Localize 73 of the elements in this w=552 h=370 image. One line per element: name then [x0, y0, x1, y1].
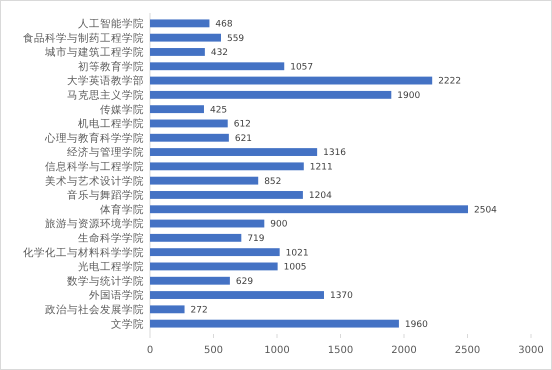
data-label: 2222 [438, 76, 462, 87]
bar [150, 34, 221, 42]
x-tick-label: 2000 [391, 345, 417, 356]
y-tick-label: 旅游与资源环境学院 [45, 217, 144, 230]
y-tick-label: 传媒学院 [100, 102, 144, 116]
y-tick-label: 马克思主义学院 [67, 88, 144, 102]
y-tick-label: 外国语学院 [89, 288, 144, 302]
y-tick-label: 美术与艺术设计学院 [45, 174, 144, 188]
data-label: 2504 [474, 205, 498, 216]
data-label: 1021 [286, 248, 309, 258]
bar [150, 76, 432, 84]
y-tick-label: 信息科学与工程学院 [45, 160, 144, 174]
bar [150, 162, 304, 170]
x-tick-label: 3000 [518, 345, 544, 356]
bar [150, 205, 468, 214]
y-tick-label: 音乐与舞蹈学院 [67, 188, 144, 202]
bar [150, 234, 242, 242]
x-tick-label: 2500 [454, 345, 480, 356]
data-label: 432 [210, 48, 228, 58]
data-label: 1005 [284, 262, 307, 273]
data-label: 900 [270, 220, 288, 230]
y-tick-label: 初等教育学院 [78, 60, 144, 73]
bar [150, 90, 392, 99]
bar [150, 105, 204, 114]
x-tick-label: 1000 [264, 345, 290, 356]
y-tick-label: 食品科学与制药工程学院 [23, 31, 144, 44]
data-label: 1316 [323, 148, 346, 158]
data-label: 272 [190, 305, 208, 316]
y-tick-label: 大学英语教学部 [67, 74, 144, 88]
bar [150, 291, 324, 299]
data-label: 1204 [308, 191, 332, 202]
y-tick-label: 光电工程学院 [78, 260, 144, 274]
bar [150, 305, 185, 314]
y-tick-label: 机电工程学院 [78, 117, 144, 130]
data-label: 1211 [310, 162, 333, 172]
y-tick-label: 心理与教育科学学院 [44, 131, 144, 144]
data-label: 1960 [404, 320, 428, 330]
data-label: 629 [236, 276, 254, 287]
x-tick-label: 0 [146, 345, 154, 356]
bar [150, 148, 318, 156]
data-label: 621 [234, 134, 252, 144]
bar [150, 134, 229, 142]
y-tick-label: 城市与建筑工程学院 [44, 46, 144, 59]
bar [150, 320, 399, 328]
data-label: 468 [215, 20, 233, 30]
y-tick-label: 体育学院 [100, 202, 144, 216]
y-tick-label: 经济与管理学院 [67, 146, 144, 159]
bar [150, 191, 303, 199]
y-tick-label: 数学与统计学院 [67, 274, 144, 288]
data-label: 852 [264, 176, 282, 187]
data-label: 719 [247, 234, 265, 244]
bar [150, 62, 284, 70]
x-tick-label: 500 [204, 345, 224, 356]
bar [150, 19, 210, 28]
y-tick-label: 生命科学学院 [78, 232, 144, 245]
data-label: 612 [234, 120, 251, 130]
bar [150, 220, 264, 228]
bar [150, 276, 230, 285]
data-label: 425 [210, 105, 228, 116]
x-tick-label: 1500 [328, 345, 354, 356]
data-label: 559 [226, 34, 244, 44]
bar [150, 248, 280, 256]
y-tick-label: 化学化工与材料科学学院 [23, 246, 144, 259]
bar [150, 262, 278, 270]
data-label: 1900 [397, 91, 420, 102]
bar [150, 120, 228, 128]
data-label: 1370 [330, 291, 354, 302]
y-tick-label: 人工智能学院 [78, 17, 144, 30]
y-tick-label: 文学院 [111, 317, 144, 330]
bar [150, 176, 258, 185]
y-tick-label: 政治与社会发展学院 [45, 303, 144, 316]
data-label: 1057 [290, 62, 314, 72]
bar [150, 48, 205, 56]
